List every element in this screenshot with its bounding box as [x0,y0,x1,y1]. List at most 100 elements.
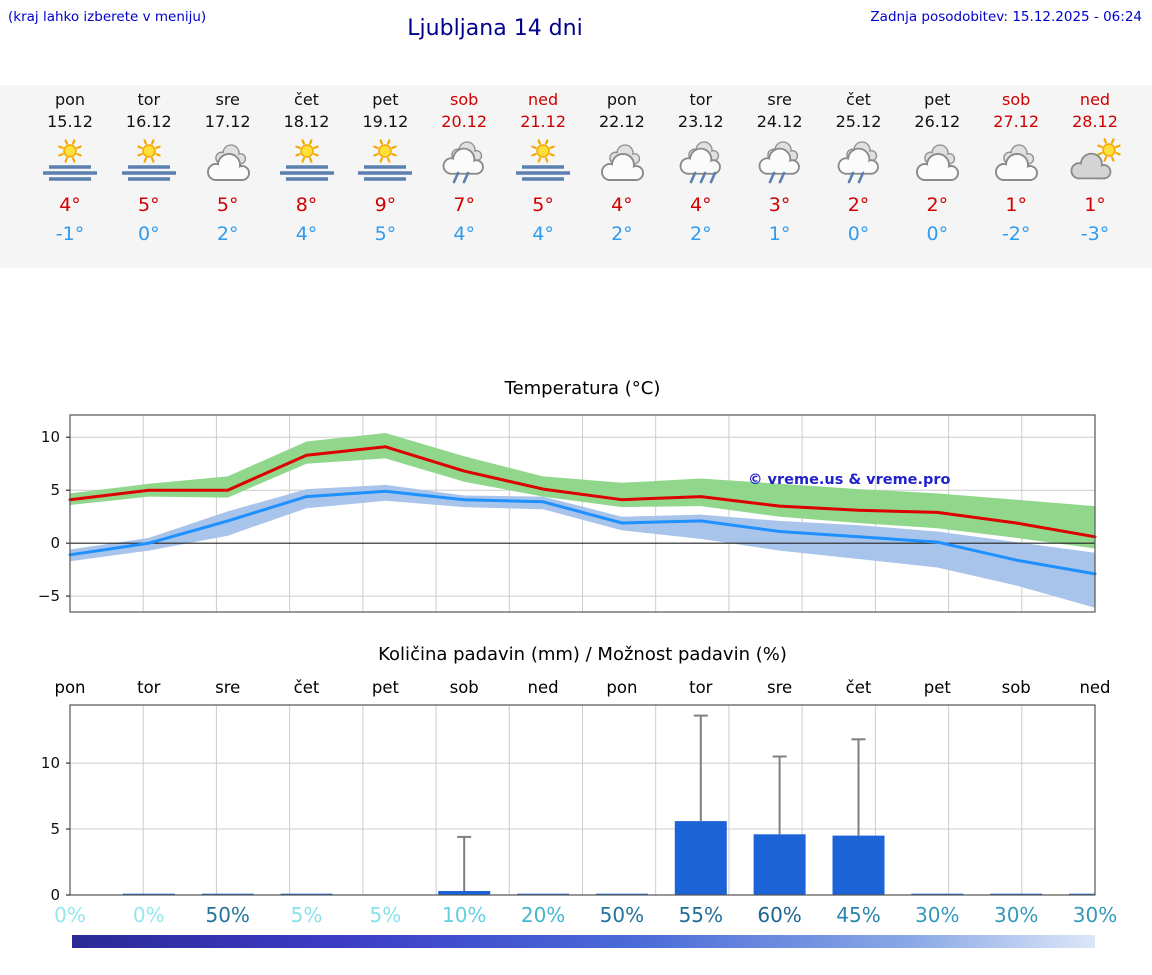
max-temp: 9° [374,194,397,216]
day-name: pon [606,90,637,109]
precipitation-chart: 0 5 10 pon tor sre čet pet sob ned pon tor sre čet pet… [41,678,1117,927]
forecast-day-2: sre 17.12 5° 2° [188,85,268,246]
min-temp: 4° [295,223,318,245]
cloud-rain-2-icon [424,138,504,184]
forecast-day-9: sre 24.12 3° 1° [740,85,820,246]
precip-bars [122,821,1095,895]
footer-gradient-bar [72,935,1095,948]
y-tick-label: 10 [41,754,60,772]
precip-percent-label: 0% [54,903,86,927]
day-date: 21.12 [520,112,566,131]
precip-day-label: pon [606,678,637,697]
precip-percent-label: 5% [291,903,323,927]
precip-day-label: ned [528,678,559,697]
day-date: 16.12 [125,112,172,131]
precip-day-label: čet [294,678,320,697]
precip-percent-label: 60% [757,903,801,927]
y-tick-label: 0 [50,886,60,904]
max-temp: 3° [768,194,791,216]
min-temp: 1° [768,223,791,245]
day-date: 27.12 [993,112,1040,131]
max-temp: 8° [295,194,318,216]
day-name: tor [689,90,713,109]
precip-percent-label: 30% [994,903,1038,927]
plot-border [69,414,1096,613]
min-temp: -2° [1001,223,1031,245]
min-temp: 0° [138,223,160,245]
sun-fog-icon [345,138,425,184]
day-date: 15.12 [47,112,93,131]
forecast-day-7: pon 22.12 4° 2° [582,85,662,246]
cloud-icon [976,138,1056,184]
day-name: čet [294,90,319,109]
temperature-chart: −5 0 5 10 © vreme.us & vreme.pro [38,414,1097,613]
day-name: sre [767,90,792,109]
precip-day-label: sob [450,678,479,697]
day-date: 28.12 [1072,112,1118,131]
y-tick-label: 10 [41,428,60,446]
day-name: sob [450,90,479,109]
min-temp: 0° [847,223,870,245]
max-temp: 1° [1005,194,1027,216]
cloud-icon [582,138,662,184]
day-date: 18.12 [283,112,330,131]
forecast-day-4: pet 19.12 9° 5° [345,85,425,246]
forecast-strip: pon 15.12 4° -1° tor 16.12 5° 0° sre 17.12 5° 2° čet… [0,85,1152,268]
forecast-day-12: sob 27.12 1° -2° [976,85,1056,246]
day-name: tor [137,90,161,109]
day-date: 23.12 [677,112,724,131]
band-max-range [70,433,1095,549]
min-temp: 4° [532,223,554,245]
precip-percent-label: 30% [1073,903,1117,927]
sun-fog-icon [267,138,347,184]
precip-day-label: čet [846,678,872,697]
day-name: ned [528,90,559,109]
cloud-rain-2-icon [740,138,820,184]
y-tick-label: 5 [50,820,60,838]
forecast-day-8: tor 23.12 4° 2° [661,85,741,246]
day-date: 22.12 [598,112,645,131]
max-temp: 4° [59,194,81,216]
precip-day-label: pet [924,678,952,697]
day-name: pon [54,90,86,109]
day-name: sre [215,90,240,109]
min-temp: 5° [374,223,397,245]
precip-percent-label: 5% [370,903,402,927]
precip-day-label: pet [372,678,400,697]
forecast-day-3: čet 18.12 8° 4° [267,85,347,246]
min-temp: -1° [55,223,85,245]
precip-percent-label: 55% [679,903,723,927]
min-temp: -3° [1080,223,1110,245]
last-update-text: Zadnja posodobitev: 15.12.2025 - 06:24 [870,9,1142,25]
day-date: 17.12 [204,112,251,131]
precip-percent-label: 10% [442,903,486,927]
precip-percent-label: 20% [521,903,565,927]
forecast-day-13: ned 28.12 1° -3° [1055,85,1135,246]
precip-percent-label: 45% [836,903,880,927]
y-tick-label: 5 [50,481,60,499]
day-date: 20.12 [441,112,488,131]
max-temp: 2° [847,194,870,216]
sun-cloud-icon [1055,138,1135,184]
forecast-day-1: tor 16.12 5° 0° [109,85,189,246]
forecast-day-5: sob 20.12 7° 4° [424,85,504,246]
y-tick-label: −5 [38,587,60,605]
line-min-temp [68,489,1097,576]
min-temp: 2° [216,223,239,245]
max-temp: 5° [216,194,239,216]
cloud-icon [188,138,268,184]
precip-day-label: sre [767,678,792,697]
plot-border [69,704,1096,896]
sun-fog-icon [503,138,583,184]
forecast-day-0: pon 15.12 4° -1° [30,85,110,246]
max-temp: 1° [1084,194,1106,216]
day-date: 19.12 [362,112,409,131]
max-temp: 2° [926,194,949,216]
cloud-rain-2-icon [819,138,899,184]
day-date: 24.12 [756,112,803,131]
max-temp: 5° [532,194,554,216]
day-name: čet [846,90,871,109]
min-temp: 0° [926,223,949,245]
precip-percent-label: 50% [205,903,249,927]
